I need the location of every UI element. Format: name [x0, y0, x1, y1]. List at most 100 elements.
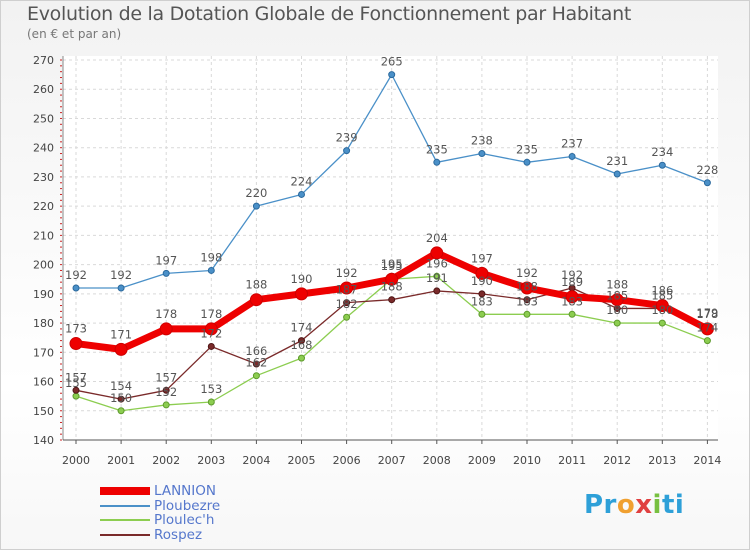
data-point-ploulech: [72, 392, 80, 400]
data-label-ploubezre: 197: [155, 253, 177, 267]
data-label-ploulech: 168: [291, 338, 313, 352]
data-point-ploubezre: [658, 161, 666, 169]
data-label-lannion: 197: [471, 251, 493, 265]
legend-swatch-ploubezre: [100, 504, 150, 507]
data-point-lannion: [204, 322, 218, 336]
data-label-rospez: 185: [606, 288, 628, 302]
data-label-ploubezre: 237: [561, 136, 583, 150]
x-tick-label: 2005: [288, 454, 316, 467]
data-point-ploubezre: [162, 269, 170, 277]
data-point-lannion: [520, 281, 534, 295]
data-point-ploulech: [523, 310, 531, 318]
y-tick-label: 170: [33, 346, 54, 359]
data-point-ploulech: [252, 372, 260, 380]
data-label-ploulech: 180: [606, 303, 628, 317]
data-label-rospez: 188: [381, 280, 403, 294]
chart-subtitle: (en € et par an): [27, 27, 122, 41]
legend: LANNION Ploubezre Ploulec'h Rospez: [100, 483, 320, 543]
data-label-ploubezre: 192: [110, 268, 132, 282]
data-label-ploulech: 174: [696, 321, 718, 335]
data-point-ploulech: [703, 337, 711, 345]
legend-item-rospez: Rospez: [100, 526, 320, 543]
data-point-rospez: [433, 287, 441, 295]
data-point-ploubezre: [252, 202, 260, 210]
y-tick-label: 180: [33, 317, 54, 330]
data-label-rospez: 188: [516, 280, 538, 294]
data-point-ploubezre: [117, 284, 125, 292]
data-point-rospez: [207, 342, 215, 350]
data-label-rospez: 185: [651, 288, 673, 302]
data-label-rospez: 187: [336, 283, 358, 297]
x-tick-label: 2002: [152, 454, 180, 467]
data-label-ploulech: 150: [110, 391, 132, 405]
x-tick-label: 2004: [242, 454, 270, 467]
x-tick-label: 2008: [423, 454, 451, 467]
data-point-rospez: [388, 296, 396, 304]
data-point-ploulech: [433, 272, 441, 280]
legend-item-lannion: LANNION: [100, 483, 320, 499]
data-label-rospez: 172: [200, 326, 222, 340]
data-point-lannion: [159, 322, 173, 336]
data-label-rospez: 179: [696, 306, 718, 320]
data-point-lannion: [565, 290, 579, 304]
data-point-ploulech: [568, 310, 576, 318]
x-tick-label: 2000: [62, 454, 90, 467]
data-label-lannion: 195: [381, 257, 403, 271]
data-point-rospez: [298, 337, 305, 345]
legend-label-ploulech: Ploulec'h: [154, 512, 215, 529]
data-label-ploulech: 180: [651, 303, 673, 317]
data-point-ploulech: [117, 407, 125, 415]
x-tick-label: 2014: [693, 454, 721, 467]
data-label-ploulech: 182: [336, 297, 358, 311]
data-point-ploubezre: [703, 179, 711, 187]
data-point-ploubezre: [433, 158, 441, 166]
data-label-ploubezre: 235: [426, 142, 448, 156]
y-tick-label: 210: [33, 229, 54, 242]
data-point-lannion: [655, 299, 669, 313]
y-tick-label: 220: [33, 200, 54, 213]
data-label-ploulech: 183: [561, 294, 583, 308]
legend-label-rospez: Rospez: [154, 526, 203, 543]
data-label-lannion: 178: [155, 307, 177, 321]
x-tick-label: 2009: [468, 454, 496, 467]
data-point-ploulech: [298, 354, 305, 362]
data-point-ploubezre: [388, 71, 396, 79]
data-point-ploubezre: [72, 284, 80, 292]
data-point-ploulech: [207, 398, 215, 406]
legend-swatch-lannion: [100, 487, 150, 496]
data-label-ploubezre: 235: [516, 142, 538, 156]
data-point-ploubezre: [298, 190, 305, 198]
y-tick-label: 230: [33, 171, 54, 184]
x-tick-label: 2001: [107, 454, 135, 467]
y-tick-label: 190: [33, 288, 54, 301]
y-tick-label: 270: [33, 54, 54, 67]
data-point-rospez: [252, 360, 260, 368]
data-point-rospez: [523, 296, 531, 304]
data-label-ploulech: 152: [155, 385, 177, 399]
data-point-rospez: [72, 386, 80, 394]
data-point-ploulech: [658, 319, 666, 327]
data-label-lannion: 178: [200, 307, 222, 321]
legend-item-ploulech: Ploulec'h: [100, 512, 320, 529]
data-label-lannion: 188: [606, 278, 628, 292]
data-point-lannion: [430, 246, 444, 260]
data-label-lannion: 190: [291, 272, 313, 286]
data-point-lannion: [385, 272, 399, 286]
data-point-ploulech: [478, 310, 486, 318]
x-tick-label: 2010: [513, 454, 541, 467]
data-point-rospez: [162, 386, 170, 394]
data-point-ploulech: [162, 401, 170, 409]
data-point-ploulech: [343, 313, 351, 321]
data-point-lannion: [69, 337, 83, 351]
data-label-rospez: 192: [561, 268, 583, 282]
data-label-rospez: 157: [155, 370, 177, 384]
x-tick-label: 2006: [333, 454, 361, 467]
proxiti-logo: Proxiti: [584, 490, 685, 520]
y-tick-label: 250: [33, 112, 54, 125]
data-point-ploubezre: [613, 170, 621, 178]
data-label-rospez: 174: [291, 321, 313, 335]
data-label-ploubezre: 239: [336, 131, 358, 145]
data-point-ploulech: [613, 319, 621, 327]
data-point-ploubezre: [207, 266, 215, 274]
